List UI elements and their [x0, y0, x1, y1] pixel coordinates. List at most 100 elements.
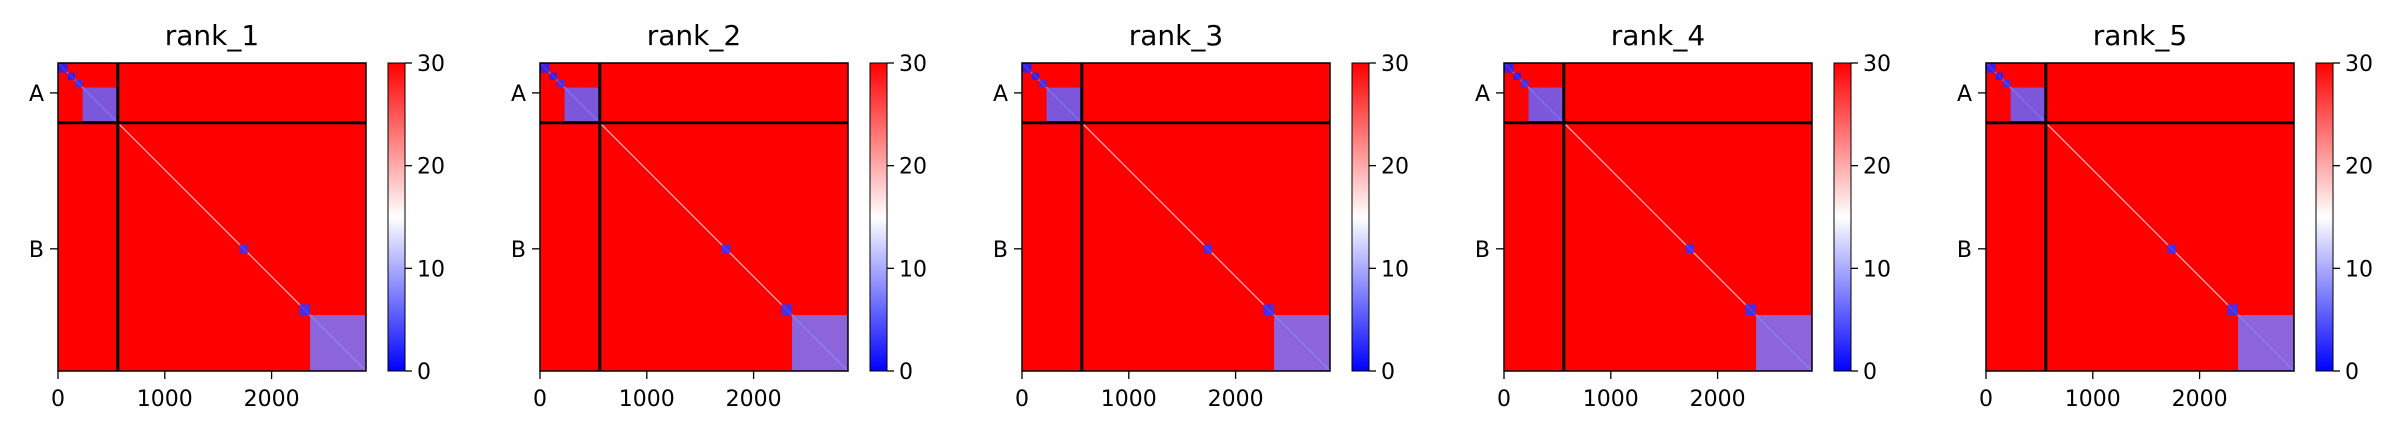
- y-tick-label: A: [511, 82, 526, 107]
- heatmap-cell-block: [1513, 72, 1522, 81]
- heatmap-cell-block: [58, 63, 68, 73]
- colorbar: [387, 62, 406, 372]
- colorbar: [2315, 62, 2334, 372]
- heatmap-cell-block: [2003, 80, 2011, 88]
- heatmap-cell-block: [1528, 87, 1564, 123]
- heatmap-cell-block: [1031, 72, 1040, 81]
- heatmap-cell-block: [310, 315, 366, 371]
- x-tick-label: 1000: [619, 387, 675, 412]
- heatmap-panel: rank_3 0 1000 2000 A B 0 10 20 30: [993, 19, 1409, 412]
- x-tick-label: 2000: [2172, 387, 2228, 412]
- heatmap-cell-block: [792, 315, 848, 371]
- heatmap-cell-block: [67, 72, 76, 81]
- colorbar-tick-label: 10: [1863, 257, 1891, 282]
- heatmap-cell-block: [75, 80, 83, 88]
- heatmap-cell-block: [1039, 80, 1047, 88]
- heatmap-cell-block: [1046, 87, 1082, 123]
- x-tick-label: 0: [51, 387, 65, 412]
- colorbar-tick-label: 10: [2345, 257, 2373, 282]
- heatmap-cell-block: [540, 63, 550, 73]
- heatmap-panel: rank_2 0 1000 2000 A B 0 10 20 30: [511, 19, 927, 412]
- x-tick-label: 1000: [137, 387, 193, 412]
- colorbar-tick-label: 0: [417, 360, 431, 385]
- colorbar-tick-label: 30: [1863, 52, 1891, 77]
- plot-frame: [1021, 62, 1331, 372]
- plot-frame: [57, 62, 367, 372]
- heatmap-panel: rank_1 0 1000 2000 A B 0 10 20 30: [29, 19, 445, 412]
- colorbar-tick-label: 20: [1863, 155, 1891, 180]
- heatmap-cell-block: [1022, 63, 1032, 73]
- heatmap-cell-block: [82, 87, 118, 123]
- heatmap-cell-block: [1263, 304, 1275, 316]
- colorbar-tick-label: 20: [2345, 155, 2373, 180]
- panel-title: rank_1: [165, 19, 259, 52]
- heatmap-cell-block: [2238, 315, 2294, 371]
- heatmap-cell-block: [781, 304, 793, 316]
- heatmap-cell-block: [2227, 304, 2239, 316]
- colorbar-tick-label: 0: [1381, 360, 1395, 385]
- colorbar-tick-label: 20: [417, 155, 445, 180]
- x-tick-label: 2000: [244, 387, 300, 412]
- colorbar-tick-label: 0: [1863, 360, 1877, 385]
- x-tick-label: 2000: [1208, 387, 1264, 412]
- panel-title: rank_4: [1611, 19, 1705, 52]
- plot-frame: [539, 62, 849, 372]
- x-tick-label: 1000: [1583, 387, 1639, 412]
- colorbar-tick-label: 30: [899, 52, 927, 77]
- x-tick-label: 1000: [1101, 387, 1157, 412]
- heatmap-cell-block: [1986, 63, 1996, 73]
- panel-title: rank_5: [2093, 19, 2187, 52]
- y-tick-label: B: [993, 238, 1008, 263]
- plot-frame: [1503, 62, 1813, 372]
- colorbar-tick-label: 30: [1381, 52, 1409, 77]
- heatmap-cell-block: [1995, 72, 2004, 81]
- heatmap-cell-block: [564, 87, 600, 123]
- x-tick-label: 0: [533, 387, 547, 412]
- x-tick-label: 1000: [2065, 387, 2121, 412]
- colorbar-tick-label: 10: [899, 257, 927, 282]
- heatmap-cell-block: [1756, 315, 1812, 371]
- heatmap-cell-block: [1203, 244, 1213, 254]
- colorbar-tick-label: 10: [1381, 257, 1409, 282]
- colorbar-tick-label: 0: [2345, 360, 2359, 385]
- y-tick-label: A: [993, 82, 1008, 107]
- heatmap-cell-block: [1504, 63, 1514, 73]
- colorbar-tick-label: 0: [899, 360, 913, 385]
- x-tick-label: 0: [1979, 387, 1993, 412]
- colorbar-tick-label: 30: [417, 52, 445, 77]
- y-tick-label: A: [1475, 82, 1490, 107]
- heatmap-cell-block: [299, 304, 311, 316]
- colorbar-tick-label: 10: [417, 257, 445, 282]
- x-tick-label: 0: [1497, 387, 1511, 412]
- panel-title: rank_2: [647, 19, 741, 52]
- heatmap-cell-block: [2010, 87, 2046, 123]
- y-tick-label: B: [29, 238, 44, 263]
- panel-title: rank_3: [1129, 19, 1223, 52]
- heatmap-cell-block: [1685, 244, 1695, 254]
- x-tick-label: 0: [1015, 387, 1029, 412]
- heatmap-cell-block: [549, 72, 558, 81]
- colorbar-tick-label: 20: [899, 155, 927, 180]
- heatmap-cell-block: [239, 244, 249, 254]
- colorbar: [1351, 62, 1370, 372]
- y-tick-label: B: [1475, 238, 1490, 263]
- y-tick-label: A: [29, 82, 44, 107]
- heatmap-cell-block: [2167, 244, 2177, 254]
- colorbar: [1833, 62, 1852, 372]
- colorbar-tick-label: 20: [1381, 155, 1409, 180]
- heatmap-cell-block: [1745, 304, 1757, 316]
- y-tick-label: B: [1957, 238, 1972, 263]
- x-tick-label: 2000: [726, 387, 782, 412]
- x-tick-label: 2000: [1690, 387, 1746, 412]
- heatmap-cell-block: [1521, 80, 1529, 88]
- heatmap-cell-block: [557, 80, 565, 88]
- heatmap-panel: rank_4 0 1000 2000 A B 0 10 20 30: [1475, 19, 1891, 412]
- heatmap-cell-block: [721, 244, 731, 254]
- colorbar-tick-label: 30: [2345, 52, 2373, 77]
- heatmap-panel: rank_5 0 1000 2000 A B 0 10 20 30: [1957, 19, 2373, 412]
- y-tick-label: A: [1957, 82, 1972, 107]
- heatmap-cell-block: [1274, 315, 1330, 371]
- colorbar: [869, 62, 888, 372]
